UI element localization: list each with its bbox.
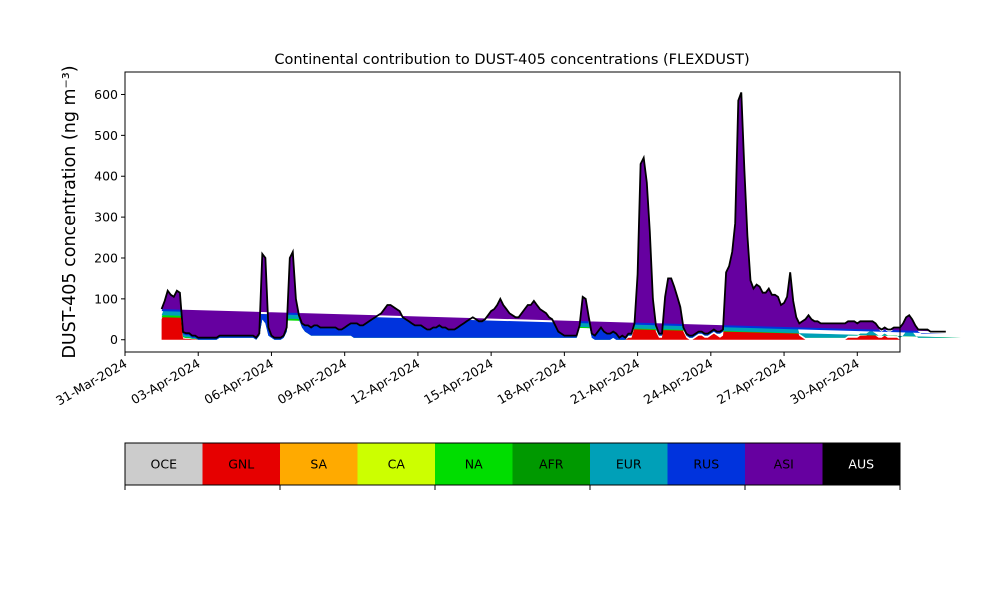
legend-swatch-afr: [512, 443, 590, 485]
legend-frame: [124, 442, 901, 486]
x-tick-label: 12-Apr-2024: [348, 356, 422, 408]
legend-swatch-aus: [822, 443, 900, 485]
y-tick-label: 600: [94, 87, 118, 102]
y-axis: 0 100 200 300 400 500 600: [94, 87, 125, 347]
y-axis-label: DUST-405 concentration (ng m⁻³): [60, 65, 80, 358]
legend-swatch-na: [435, 443, 513, 485]
area-rus: [161, 94, 946, 340]
legend-colorbar: OCE GNL SA CA NA AFR EUR RUS ASI AUS: [124, 442, 901, 490]
x-tick-label: 18-Apr-2024: [494, 356, 568, 408]
x-tick-label: 31-Mar-2024: [53, 356, 129, 409]
y-tick-label: 200: [94, 250, 118, 265]
y-tick-label: 100: [94, 291, 118, 306]
x-tick-label: 06-Apr-2024: [202, 356, 276, 408]
legend-label-ca: CA: [388, 457, 406, 472]
plot-frame: [124, 71, 901, 353]
legend-swatch-rus: [667, 443, 745, 485]
legend-swatch-oce: [125, 443, 203, 485]
area-layers: [161, 92, 974, 340]
legend-label-asi: ASI: [774, 457, 794, 472]
chart-title: Continental contribution to DUST-405 con…: [274, 52, 749, 68]
x-tick-label: 09-Apr-2024: [275, 356, 349, 408]
y-tick-label: 400: [94, 169, 118, 184]
x-tick-label: 15-Apr-2024: [421, 356, 495, 408]
x-tick-label: 27-Apr-2024: [714, 356, 788, 408]
y-tick-label: 500: [94, 128, 118, 143]
legend-swatch-sa: [280, 443, 358, 485]
legend-label-rus: RUS: [693, 457, 719, 472]
legend-label-gnl: GNL: [228, 457, 254, 472]
y-tick-label: 300: [94, 210, 118, 225]
area-asi: [161, 92, 946, 338]
legend-swatch-ca: [357, 443, 435, 485]
legend-label-oce: OCE: [151, 457, 178, 472]
legend-label-na: NA: [465, 457, 483, 472]
legend-label-eur: EUR: [616, 457, 642, 472]
legend-swatch-gnl: [202, 443, 280, 485]
total-line: [160, 92, 946, 339]
legend-swatch-eur: [590, 443, 668, 485]
x-tick-label: 30-Apr-2024: [787, 356, 861, 408]
legend-label-afr: AFR: [539, 457, 564, 472]
x-tick-label: 24-Apr-2024: [641, 356, 715, 408]
legend-label-aus: AUS: [848, 457, 874, 472]
legend-swatch-asi: [745, 443, 823, 485]
x-tick-label: 21-Apr-2024: [568, 356, 642, 408]
total-outline: [160, 92, 946, 339]
legend-label-sa: SA: [310, 457, 327, 472]
x-axis: 31-Mar-202403-Apr-202406-Apr-202409-Apr-…: [53, 352, 862, 408]
x-tick-label: 03-Apr-2024: [128, 356, 202, 408]
y-tick-label: 0: [110, 332, 118, 347]
